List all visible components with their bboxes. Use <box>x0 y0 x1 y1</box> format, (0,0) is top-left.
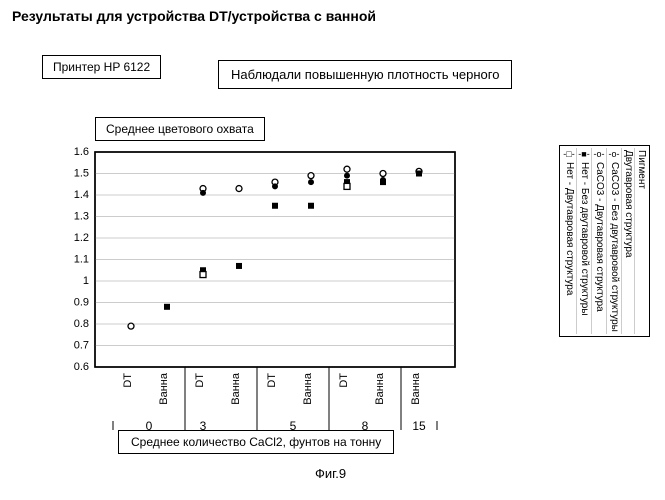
svg-text:Ванна: Ванна <box>410 372 422 405</box>
legend-header-text: Двутавровая структура <box>623 150 633 258</box>
legend-header-structure: Двутавровая структура <box>621 148 634 334</box>
svg-text:5: 5 <box>290 419 297 430</box>
legend-glyph: -□- <box>563 150 575 159</box>
legend-item: -o- CaCO3 - Двутавровая структура <box>591 148 606 334</box>
svg-text:DT: DT <box>122 373 134 388</box>
legend-item: -□- Нет - Двутавровая структура <box>562 148 576 334</box>
svg-text:1.1: 1.1 <box>74 254 89 266</box>
printer-label-box: Принтер HP 6122 <box>42 55 161 79</box>
svg-text:1: 1 <box>83 275 89 287</box>
legend-glyph: -o- <box>593 150 605 159</box>
svg-text:1.3: 1.3 <box>74 211 89 223</box>
svg-text:0.6: 0.6 <box>74 361 89 373</box>
legend-box: Пигмент Двутавровая структура -o- CaCO3 … <box>559 145 650 337</box>
svg-text:1.4: 1.4 <box>74 189 89 201</box>
svg-text:15: 15 <box>412 419 426 430</box>
svg-text:8: 8 <box>362 419 369 430</box>
svg-text:DT: DT <box>266 373 278 388</box>
page-title: Результаты для устройства DT/устройства … <box>12 8 376 24</box>
legend-item-label: CaCO3 - Двутавровая структура <box>594 162 604 312</box>
x-axis-label-box: Среднее количество CaCl2, фунтов на тонн… <box>118 430 394 454</box>
chart-subtitle-box: Среднее цветового охвата <box>95 117 265 141</box>
legend-item-label: CaCO3 - Без двутавровой структуры <box>609 162 619 332</box>
legend-item-label: Нет - Без двутавровой структуры <box>579 162 589 316</box>
svg-text:1.2: 1.2 <box>74 232 89 244</box>
legend-header-text: Пигмент <box>636 150 646 189</box>
svg-text:3: 3 <box>200 419 207 430</box>
legend-item-label: Нет - Двутавровая структура <box>564 162 574 295</box>
legend-item: -■- Нет - Без двутавровой структуры <box>576 148 591 334</box>
svg-text:1.6: 1.6 <box>74 146 89 158</box>
legend-glyph: -o- <box>608 150 620 159</box>
svg-text:DT: DT <box>338 373 350 388</box>
legend-item: -o- CaCO3 - Без двутавровой структуры <box>606 148 621 334</box>
svg-text:0.8: 0.8 <box>74 318 89 330</box>
svg-text:0: 0 <box>146 419 153 430</box>
svg-text:DT: DT <box>194 373 206 388</box>
svg-text:Ванна: Ванна <box>158 372 170 405</box>
svg-text:0.9: 0.9 <box>74 297 89 309</box>
svg-text:1.5: 1.5 <box>74 168 89 180</box>
svg-text:Ванна: Ванна <box>374 372 386 405</box>
density-note-box: Наблюдали повышенную плотность черного <box>218 60 512 89</box>
svg-text:0.7: 0.7 <box>74 340 89 352</box>
scatter-chart: 0.6 0.7 0.8 0.9 1 1.1 1.2 1.3 1.4 1.5 1.6 DT Ванна DT… <box>20 100 480 430</box>
legend-header-pigment: Пигмент <box>634 148 647 334</box>
svg-text:Ванна: Ванна <box>302 372 314 405</box>
svg-text:Ванна: Ванна <box>230 372 242 405</box>
figure-caption: Фиг.9 <box>315 466 346 481</box>
legend-glyph: -■- <box>578 150 590 159</box>
